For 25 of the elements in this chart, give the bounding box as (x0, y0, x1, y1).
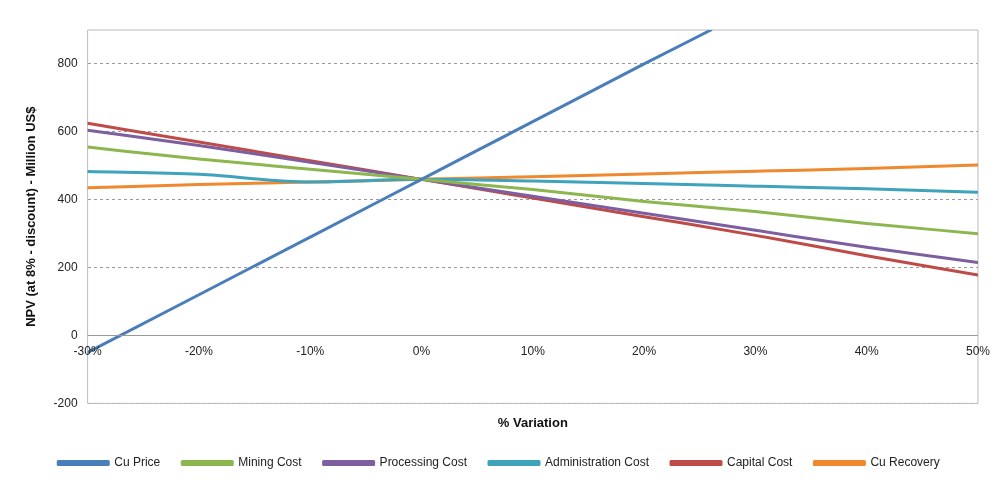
y-axis-title: NPV (at 8% - discount) - Million US$ (23, 105, 39, 327)
x-tick-label: 0% (412, 343, 431, 358)
y-tick-label: 200 (57, 259, 78, 274)
x-tick-label: -10% (296, 343, 325, 358)
legend-label: Administration Cost (544, 455, 650, 470)
x-tick-label: -30% (73, 343, 102, 358)
y-tick-label: 0 (70, 327, 78, 342)
legend-label: Processing Cost (379, 455, 468, 470)
legend-label: Capital Cost (727, 455, 794, 470)
x-tick-label: 20% (632, 343, 657, 358)
x-tick-label: 30% (743, 343, 768, 358)
x-tick-label: 50% (965, 343, 991, 358)
y-tick-label: 600 (57, 124, 78, 139)
y-tick-label: 400 (57, 192, 78, 207)
legend-label: Mining Cost (238, 455, 303, 470)
x-tick-label: -20% (184, 343, 214, 358)
line-series (87, 145, 978, 236)
legend-label: Cu Price (114, 455, 161, 470)
x-tick-label: 40% (854, 343, 880, 358)
legend-label: Cu Recovery (870, 455, 940, 470)
y-tick-label: 800 (57, 56, 78, 71)
y-tick-label: -200 (53, 395, 78, 410)
x-axis-title: % Variation (497, 414, 568, 430)
x-tick-label: 10% (520, 343, 546, 358)
line-series (87, 170, 978, 194)
